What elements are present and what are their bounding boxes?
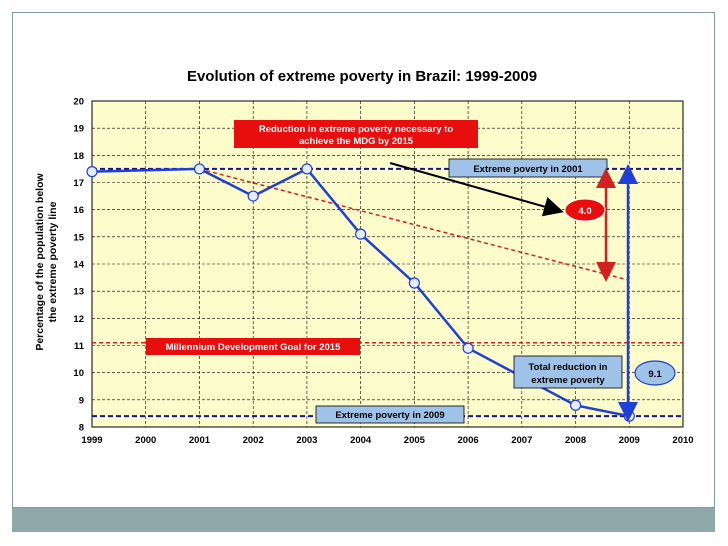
x-tick-2008: 2008 [565,435,586,446]
x-tick-2005: 2005 [404,435,426,446]
data-point-2002 [247,190,259,202]
data-point-2001 [193,163,206,175]
extreme-2009-label: Extreme poverty in 2009 [335,410,444,421]
data-point-2009 [623,410,635,422]
x-tick-labels: 1999 2000 2001 2002 2003 2004 2005 2006 2007 2008… [81,435,693,446]
y-tick-labels: 8 9 10 11 12 13 14 15 16 17 18 19 20 [73,97,84,434]
chart-title: Evolution of extreme poverty in Brazil: … [187,68,537,85]
data-point-1999 [86,166,98,178]
x-tick-2010: 2010 [672,435,693,446]
x-tick-2003: 2003 [296,435,317,446]
extreme-2001-label: Extreme poverty in 2001 [473,164,583,175]
data-point-2004 [355,228,367,240]
y-tick-15: 15 [73,232,84,243]
mdg-reduction-box [234,120,478,148]
y-tick-19: 19 [73,124,84,135]
x-tick-1999: 1999 [81,435,102,446]
mdg-pointer-arrow [389,162,564,217]
y-tick-12: 12 [73,314,84,325]
y-tick-20: 20 [73,97,84,108]
y-tick-11: 11 [74,341,85,352]
y-tick-14: 14 [73,260,84,271]
x-tick-2009: 2009 [619,435,640,446]
data-point-2006 [462,342,474,354]
mdg-goal-label: Millennium Development Goal for 2015 [166,342,341,353]
data-point-2008 [569,399,582,411]
slide-footer-bar [12,508,715,532]
y-tick-17: 17 [73,178,84,189]
x-tick-2000: 2000 [135,435,156,446]
slide-frame [12,12,715,508]
total-reduction-label-2: extreme poverty [531,375,605,386]
y-tick-13: 13 [73,287,84,298]
gap-value: 4.0 [578,206,591,217]
mdg-reduction-label-2: achieve the MDG by 2015 [299,136,414,147]
data-point-2003 [301,163,313,175]
data-point-2005 [408,277,420,289]
y-tick-9: 9 [79,395,84,406]
y-tick-18: 18 [73,151,84,162]
gap-value-badge [564,198,606,222]
y-tick-16: 16 [73,205,84,216]
x-tick-2007: 2007 [511,435,532,446]
total-reduction-box [513,355,623,389]
y-tick-8: 8 [79,423,84,434]
x-tick-2001: 2001 [189,435,211,446]
total-reduction-label-1: Total reduction in [529,362,608,373]
mdg-reduction-label-1: Reduction in extreme poverty necessary t… [259,124,453,135]
y-axis-label-line-1: Percentage of the population below [34,173,46,351]
x-tick-2002: 2002 [243,435,264,446]
x-tick-2006: 2006 [458,435,479,446]
extreme-2009-box [315,405,465,424]
mdg-goal-box [146,338,360,355]
total-value-badge [634,360,676,386]
x-tick-2004: 2004 [350,435,372,446]
y-tick-10: 10 [73,368,84,379]
y-axis-label-line-2: the extreme poverty line [47,201,59,322]
total-value: 9.1 [648,369,662,380]
